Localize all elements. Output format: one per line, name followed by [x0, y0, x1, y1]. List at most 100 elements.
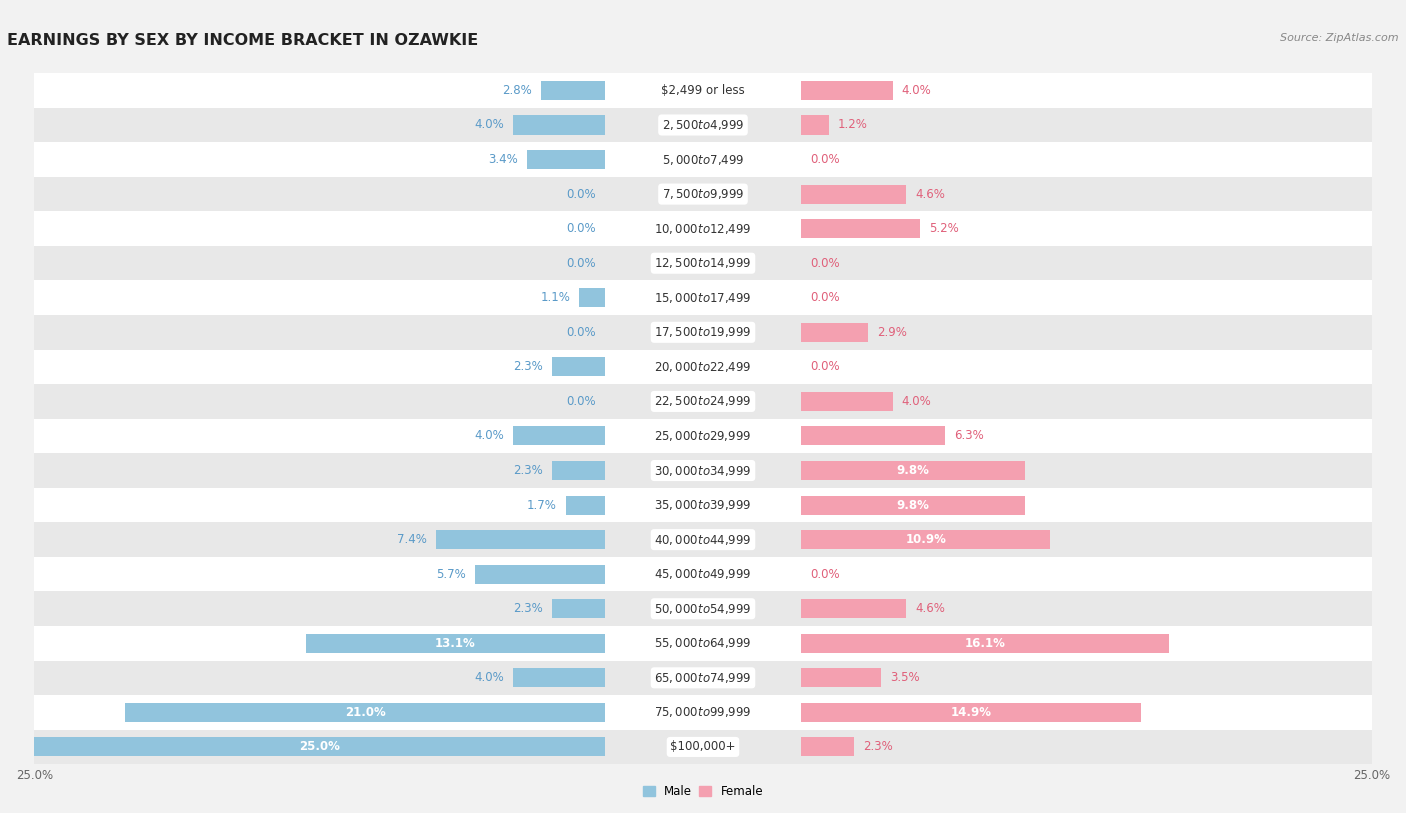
- Bar: [801, 660, 1372, 695]
- Text: 0.0%: 0.0%: [565, 326, 596, 339]
- Text: 1.1%: 1.1%: [540, 291, 571, 304]
- Bar: [34, 488, 605, 522]
- Text: $30,000 to $34,999: $30,000 to $34,999: [654, 463, 752, 477]
- Bar: [801, 626, 1372, 660]
- Text: 5.7%: 5.7%: [436, 567, 465, 580]
- Bar: [605, 695, 801, 729]
- Bar: [801, 81, 893, 100]
- Bar: [305, 634, 605, 653]
- Bar: [34, 453, 605, 488]
- Text: 0.0%: 0.0%: [810, 567, 841, 580]
- Bar: [605, 246, 801, 280]
- Text: 2.3%: 2.3%: [863, 741, 893, 754]
- Bar: [801, 176, 1372, 211]
- Text: 1.7%: 1.7%: [527, 498, 557, 511]
- Text: $75,000 to $99,999: $75,000 to $99,999: [654, 706, 752, 720]
- Text: 4.0%: 4.0%: [474, 119, 505, 132]
- Bar: [801, 599, 907, 618]
- Bar: [125, 703, 605, 722]
- Bar: [801, 142, 1372, 176]
- Text: $35,000 to $39,999: $35,000 to $39,999: [654, 498, 752, 512]
- Bar: [801, 280, 1372, 315]
- Text: 2.3%: 2.3%: [513, 464, 543, 477]
- Bar: [34, 176, 605, 211]
- Bar: [801, 522, 1372, 557]
- Bar: [605, 591, 801, 626]
- Text: $50,000 to $54,999: $50,000 to $54,999: [654, 602, 752, 615]
- Bar: [801, 246, 1372, 280]
- Bar: [801, 591, 1372, 626]
- Text: 0.0%: 0.0%: [810, 360, 841, 373]
- Bar: [801, 211, 1372, 246]
- Text: 1.2%: 1.2%: [838, 119, 868, 132]
- Bar: [565, 496, 605, 515]
- Bar: [475, 565, 605, 584]
- Bar: [801, 729, 1372, 764]
- Text: 13.1%: 13.1%: [434, 637, 475, 650]
- Text: $10,000 to $12,499: $10,000 to $12,499: [654, 222, 752, 236]
- Text: $22,500 to $24,999: $22,500 to $24,999: [654, 394, 752, 408]
- Bar: [801, 557, 1372, 591]
- Bar: [34, 729, 605, 764]
- Bar: [34, 315, 605, 350]
- Bar: [605, 419, 801, 453]
- Text: 0.0%: 0.0%: [810, 257, 841, 270]
- Text: 3.5%: 3.5%: [890, 672, 920, 685]
- Bar: [34, 350, 605, 384]
- Bar: [553, 358, 605, 376]
- Text: $2,499 or less: $2,499 or less: [661, 84, 745, 97]
- Bar: [513, 668, 605, 687]
- Bar: [801, 107, 1372, 142]
- Bar: [605, 729, 801, 764]
- Text: 4.0%: 4.0%: [474, 429, 505, 442]
- Bar: [34, 591, 605, 626]
- Text: 0.0%: 0.0%: [810, 291, 841, 304]
- Bar: [605, 384, 801, 419]
- Text: 5.2%: 5.2%: [929, 222, 959, 235]
- Text: 6.3%: 6.3%: [955, 429, 984, 442]
- Bar: [801, 323, 868, 341]
- Text: 0.0%: 0.0%: [810, 153, 841, 166]
- Bar: [605, 211, 801, 246]
- Bar: [605, 315, 801, 350]
- Bar: [34, 737, 605, 756]
- Text: $2,500 to $4,999: $2,500 to $4,999: [662, 118, 744, 132]
- Bar: [34, 522, 605, 557]
- Bar: [513, 427, 605, 446]
- Text: EARNINGS BY SEX BY INCOME BRACKET IN OZAWKIE: EARNINGS BY SEX BY INCOME BRACKET IN OZA…: [7, 33, 478, 47]
- Bar: [541, 81, 605, 100]
- Text: $100,000+: $100,000+: [671, 741, 735, 754]
- Text: 4.0%: 4.0%: [474, 672, 505, 685]
- Legend: Male, Female: Male, Female: [638, 780, 768, 803]
- Text: 2.8%: 2.8%: [502, 84, 531, 97]
- Text: 9.8%: 9.8%: [897, 464, 929, 477]
- Bar: [513, 115, 605, 134]
- Bar: [801, 668, 882, 687]
- Bar: [34, 211, 605, 246]
- Bar: [34, 142, 605, 176]
- Bar: [605, 350, 801, 384]
- Bar: [605, 107, 801, 142]
- Bar: [605, 557, 801, 591]
- Text: 14.9%: 14.9%: [950, 706, 991, 719]
- Bar: [34, 660, 605, 695]
- Text: 9.8%: 9.8%: [897, 498, 929, 511]
- Text: $65,000 to $74,999: $65,000 to $74,999: [654, 671, 752, 685]
- Bar: [605, 626, 801, 660]
- Bar: [801, 350, 1372, 384]
- Bar: [801, 392, 893, 411]
- Bar: [801, 461, 1025, 480]
- Bar: [34, 73, 605, 107]
- Bar: [605, 73, 801, 107]
- Bar: [801, 315, 1372, 350]
- Bar: [34, 280, 605, 315]
- Bar: [605, 176, 801, 211]
- Bar: [605, 488, 801, 522]
- Bar: [801, 695, 1372, 729]
- Text: $17,500 to $19,999: $17,500 to $19,999: [654, 325, 752, 339]
- Text: 0.0%: 0.0%: [565, 257, 596, 270]
- Bar: [801, 488, 1372, 522]
- Bar: [801, 453, 1372, 488]
- Bar: [34, 695, 605, 729]
- Text: 7.4%: 7.4%: [396, 533, 426, 546]
